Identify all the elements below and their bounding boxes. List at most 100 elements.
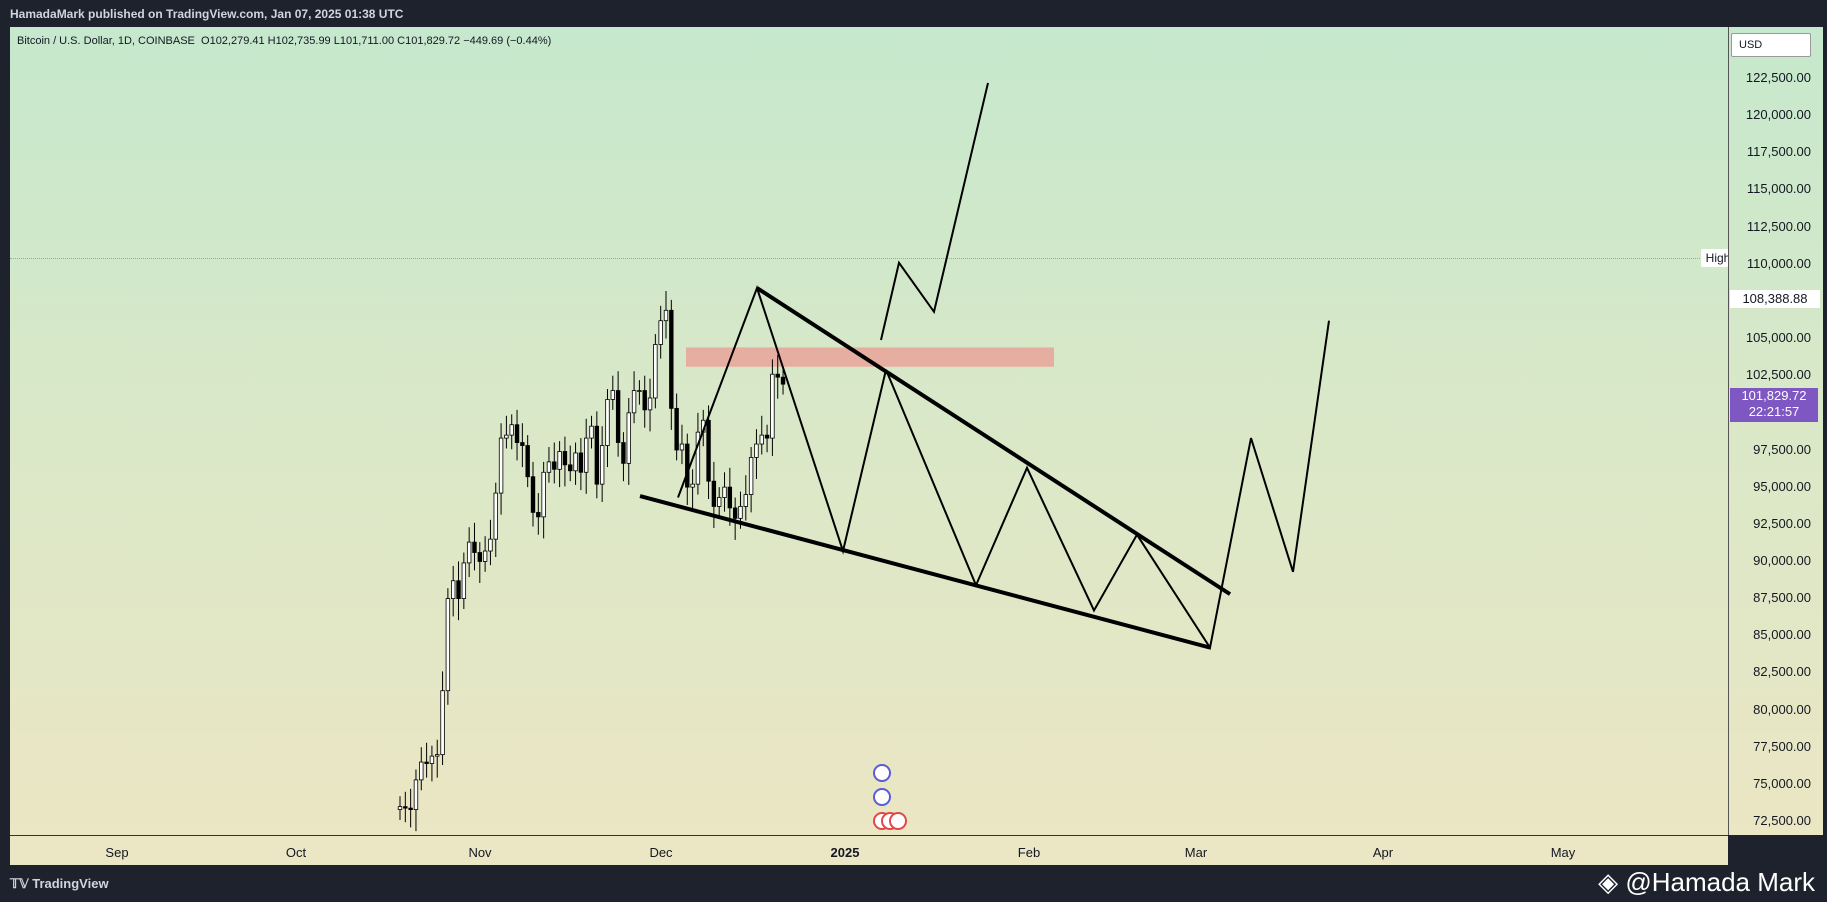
candle-body [589, 425, 594, 439]
price-axis[interactable]: 72,500.00 75,000.00 77,500.00 80,000.00 82,5… [1728, 27, 1823, 835]
candle-body [658, 320, 663, 345]
candle-body [631, 390, 637, 414]
candle-body [610, 390, 615, 400]
candle-body [770, 373, 775, 439]
candle-body [525, 445, 530, 478]
candle-body [690, 483, 695, 488]
candle-body [477, 552, 482, 562]
price-tick-label: 92,500.00 [1753, 515, 1811, 531]
candle-body [541, 471, 546, 518]
price-tick-label: 102,500.00 [1745, 367, 1811, 383]
price-tick-label: 82,500.00 [1753, 664, 1811, 680]
price-tick-label: 85,000.00 [1753, 627, 1811, 643]
price-tick-label: 77,500.00 [1753, 738, 1811, 754]
candle-body [440, 690, 445, 756]
candle-body [498, 437, 504, 494]
time-tick-label: Sep [105, 845, 129, 860]
candle-body [743, 494, 748, 507]
time-tick-label: Dec [649, 845, 673, 860]
watermark-text: @Hamada Mark [1625, 867, 1815, 897]
candle-body [530, 476, 536, 513]
time-tick-label: 2025 [830, 845, 860, 860]
time-tick-label: Nov [468, 845, 492, 860]
candle-body [722, 486, 727, 498]
candle-body [520, 442, 525, 446]
currency-unit-label: USD [1739, 39, 1763, 51]
candle-body [413, 779, 419, 810]
candle-body [621, 442, 626, 464]
candle-body [653, 344, 658, 399]
candle-body [536, 511, 541, 518]
candle-body [642, 390, 647, 411]
candle-body [626, 412, 631, 464]
bearish-projection-path [885, 320, 1330, 651]
candle-body [397, 806, 403, 810]
binance-diamond-icon: ◈ [1598, 867, 1619, 897]
candle-body [408, 807, 413, 810]
time-tick-label: Apr [1372, 845, 1394, 860]
current-price-label: 101,829.72 22:21:57 [1730, 388, 1818, 422]
candle-body [509, 424, 514, 436]
tradingview-logo[interactable]: 𝕋𝕍 TradingView [10, 876, 109, 892]
candle-body [552, 461, 557, 470]
price-tick-label: 95,000.00 [1753, 478, 1811, 494]
price-tick-label: 97,500.00 [1753, 441, 1811, 457]
candle-body [775, 373, 780, 378]
candle-body [403, 806, 408, 809]
candle-body [663, 309, 669, 322]
candle-body [615, 390, 621, 443]
price-tick-label: 105,000.00 [1745, 330, 1811, 346]
publish-header: HamadaMark published on TradingView.com,… [0, 0, 1827, 27]
author-watermark: ◈ @Hamada Mark [1598, 867, 1815, 898]
candle-body [674, 407, 679, 451]
price-tick-label: 90,000.00 [1753, 552, 1811, 568]
symbol-legend[interactable]: Bitcoin / U.S. Dollar, 1D, COINBASE O102… [17, 35, 551, 47]
price-tick-label: 87,500.00 [1753, 590, 1811, 606]
time-tick-label: May [1550, 845, 1576, 860]
candle-body [605, 399, 610, 446]
price-tick-label: 80,000.00 [1753, 701, 1811, 717]
candle-body [493, 492, 498, 540]
candle-body [562, 451, 568, 466]
high-price-label: 108,388.88 [1730, 290, 1820, 308]
candle-body [647, 397, 653, 411]
price-tick-label: 115,000.00 [1746, 181, 1811, 197]
candle-body [578, 452, 584, 473]
resistance-zone [686, 347, 1054, 367]
candle-body [573, 452, 578, 472]
candle-body [584, 437, 589, 473]
time-tick-label: Feb [1017, 845, 1041, 860]
candle-body [637, 390, 642, 392]
wedge-lower-line [639, 494, 1211, 650]
all-time-high-line [10, 258, 1728, 259]
candle-body [594, 425, 600, 485]
high-tag: High [1701, 249, 1728, 267]
candle-body [706, 419, 711, 482]
candle-body [732, 507, 738, 519]
candle-body [717, 497, 722, 507]
candle-body [780, 376, 786, 385]
tradingview-logo-icon: 𝕋𝕍 [10, 876, 33, 891]
candle-body [669, 309, 674, 409]
candle-body [748, 457, 754, 495]
current-price-value: 101,829.72 [1741, 388, 1807, 403]
candle-body [514, 424, 520, 443]
candle-body [685, 443, 690, 488]
candle-body [568, 464, 573, 472]
currency-unit-button[interactable]: USD [1731, 33, 1811, 57]
chart-plot-area[interactable]: Bitcoin / U.S. Dollar, 1D, COINBASE O102… [10, 27, 1728, 835]
candle-body [419, 761, 424, 781]
price-tick-label: 110,000.00 [1746, 255, 1811, 271]
candle-body [759, 434, 764, 445]
candle-body [727, 486, 733, 509]
price-tick-label: 72,500.00 [1753, 813, 1811, 828]
price-chart-svg [397, 82, 1330, 832]
candle-body [429, 755, 435, 764]
candle-body [488, 538, 493, 552]
price-tick-label: 75,000.00 [1753, 775, 1811, 791]
event-lightning-icon [873, 788, 891, 806]
time-axis[interactable]: Sep Oct Nov Dec 2025 Feb Mar Apr May [10, 835, 1728, 866]
candle-body [599, 445, 605, 485]
publisher-text: HamadaMark published on TradingView.com,… [10, 7, 404, 21]
wedge-upper-line [755, 286, 1232, 596]
